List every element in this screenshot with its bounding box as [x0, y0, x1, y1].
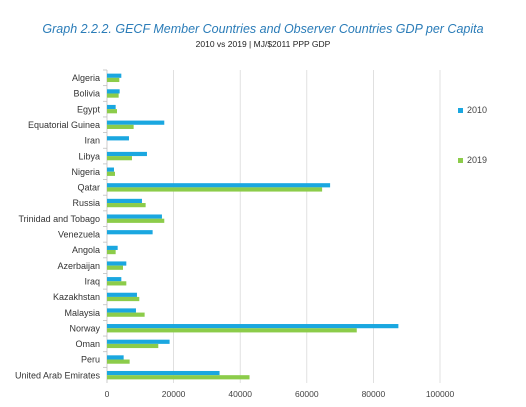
- bar-2010: [107, 151, 147, 157]
- bar-2010: [107, 355, 124, 360]
- bar-2010: [107, 261, 127, 266]
- bar-2010: [107, 120, 165, 125]
- bar-2010: [107, 245, 118, 250]
- legend-swatch-2019: [458, 158, 463, 163]
- bar-2019: [107, 328, 357, 333]
- bar-2019: [107, 203, 146, 208]
- x-tick-label: 80000: [362, 389, 386, 399]
- bar-2019: [107, 124, 134, 129]
- category-label: Oman: [75, 339, 100, 349]
- category-label: Qatar: [77, 183, 100, 193]
- bar-2010: [107, 324, 399, 329]
- category-label: Libya: [78, 151, 100, 161]
- category-label: Kazakhstan: [53, 292, 100, 302]
- category-label: Russia: [72, 198, 100, 208]
- legend-label-2019: 2019: [467, 155, 487, 165]
- category-label: Peru: [81, 355, 100, 365]
- category-label: United Arab Emirates: [15, 370, 101, 380]
- bar-2019: [107, 171, 115, 176]
- x-tick-label: 20000: [162, 389, 186, 399]
- bar-2019: [107, 218, 165, 223]
- bar-2019: [107, 343, 159, 349]
- bar-2010: [107, 73, 122, 78]
- category-label: Iraq: [84, 276, 100, 286]
- bar-2010: [107, 230, 153, 235]
- bar-2010: [107, 167, 114, 172]
- bar-2010: [107, 198, 142, 204]
- bar-2019: [107, 375, 250, 380]
- category-label: Equatorial Guinea: [28, 120, 100, 130]
- category-label: Algeria: [72, 73, 100, 83]
- legend-label-2010: 2010: [467, 105, 487, 115]
- chart-title: Graph 2.2.2. GECF Member Countries and O…: [42, 22, 484, 36]
- bar-2010: [107, 136, 129, 141]
- category-label: Bolivia: [73, 89, 100, 99]
- x-tick-label: 60000: [295, 389, 319, 399]
- bar-2010: [107, 370, 220, 376]
- bar-2010: [107, 339, 170, 344]
- category-label: Egypt: [77, 104, 101, 114]
- category-label: Trinidad and Tobago: [18, 214, 100, 224]
- bar-2019: [107, 359, 130, 364]
- bar-2010: [107, 292, 137, 297]
- category-label: Venezuela: [58, 230, 100, 240]
- bar-2019: [107, 77, 120, 83]
- category-label: Norway: [69, 323, 100, 333]
- bar-2019: [107, 265, 123, 270]
- chart-subtitle: 2010 vs 2019 | MJ/$2011 PPP GDP: [195, 39, 331, 49]
- category-label: Angola: [72, 245, 100, 255]
- bar-2010: [107, 214, 162, 219]
- bar-2019: [107, 156, 132, 161]
- bar-2010: [107, 89, 120, 94]
- bar-2019: [107, 187, 323, 192]
- bar-2019: [107, 109, 117, 114]
- bar-2010: [107, 277, 122, 282]
- x-tick-label: 100000: [426, 389, 455, 399]
- bar-2010: [107, 104, 116, 110]
- x-tick-label: 0: [105, 389, 110, 399]
- bar-2019: [107, 249, 116, 255]
- category-label: Iran: [84, 136, 100, 146]
- bar-2010: [107, 183, 331, 188]
- category-label: Malaysia: [64, 308, 100, 318]
- x-tick-label: 40000: [228, 389, 252, 399]
- bar-2019: [107, 281, 127, 286]
- bar-2019: [107, 312, 145, 317]
- bar-2019: [107, 93, 119, 98]
- category-label: Nigeria: [71, 167, 100, 177]
- category-label: Azerbaijan: [57, 261, 100, 271]
- bar-2010: [107, 308, 136, 313]
- bar-2019: [107, 296, 140, 302]
- legend-swatch-2010: [458, 108, 463, 113]
